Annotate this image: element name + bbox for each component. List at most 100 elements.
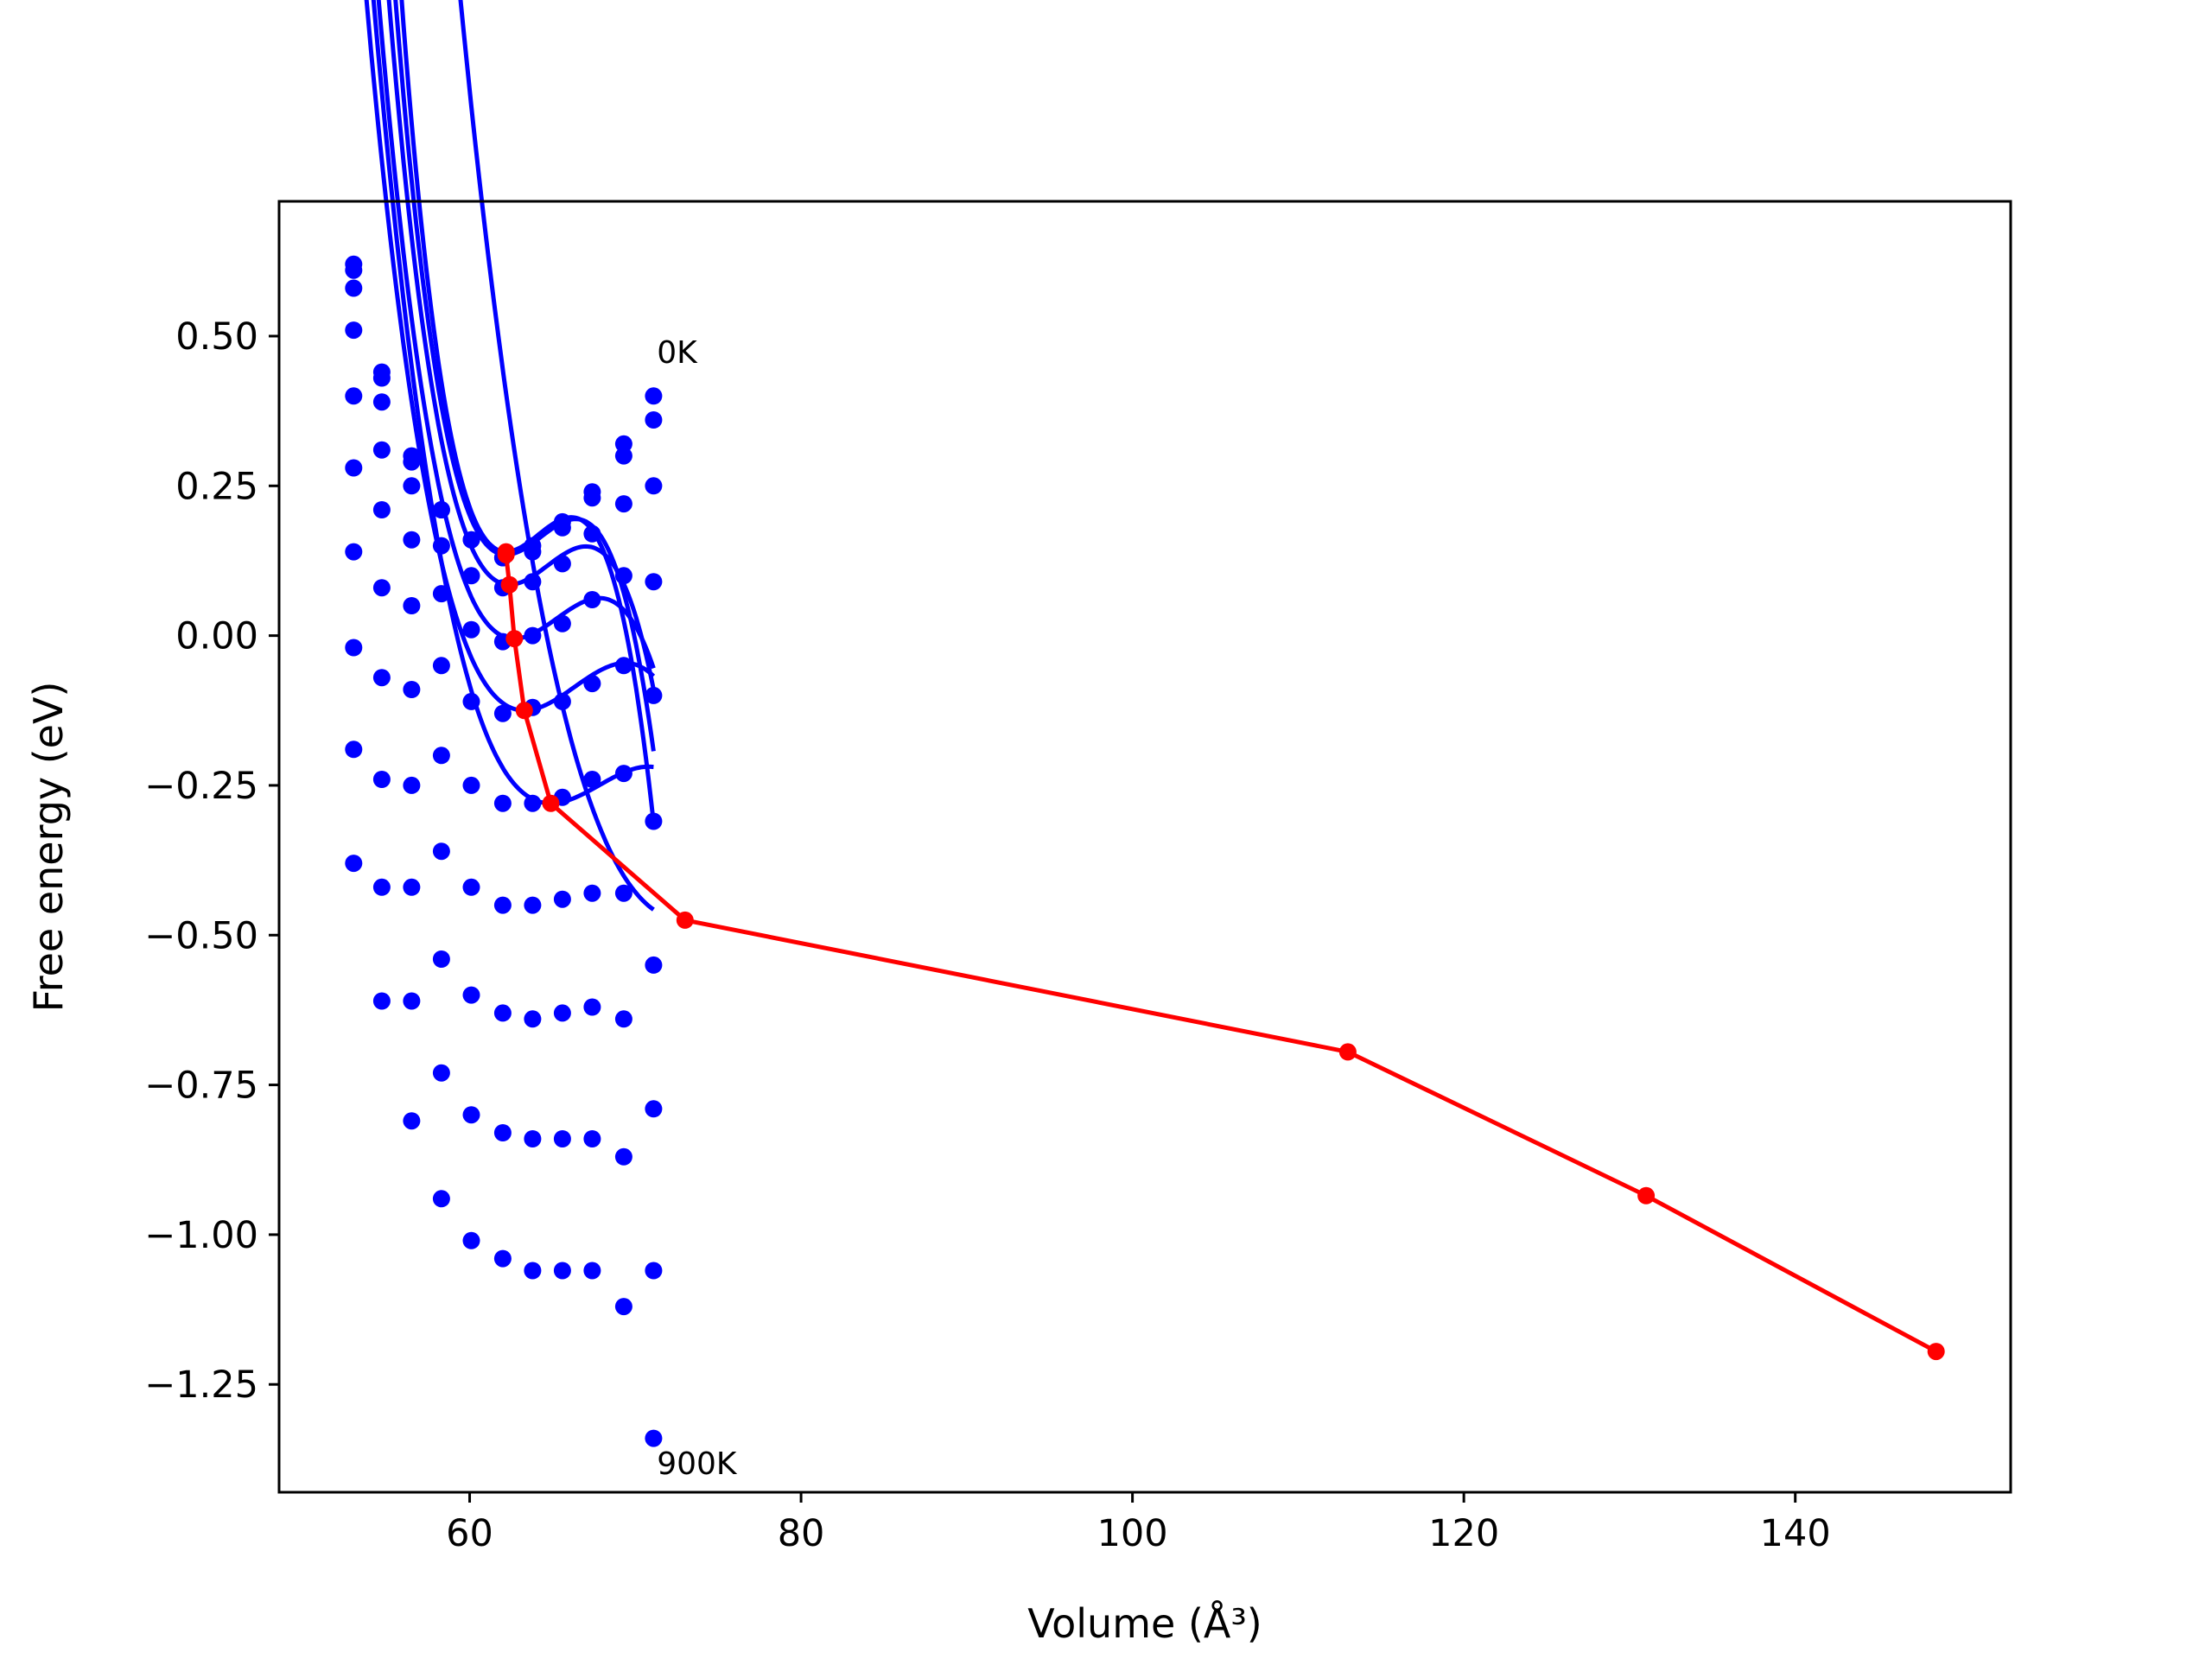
data-point bbox=[524, 1130, 542, 1147]
annotation-label: 900K bbox=[657, 1446, 738, 1482]
data-point bbox=[645, 387, 663, 405]
data-point bbox=[372, 363, 391, 381]
data-point bbox=[345, 321, 363, 340]
data-point bbox=[462, 986, 480, 1004]
minimum-point bbox=[500, 575, 518, 594]
data-point bbox=[403, 531, 421, 549]
series-7 bbox=[345, 639, 663, 1118]
data-point bbox=[372, 501, 391, 518]
data-point bbox=[403, 776, 421, 794]
data-point bbox=[462, 692, 480, 710]
data-point bbox=[432, 537, 450, 555]
minimum-point bbox=[1927, 1343, 1945, 1361]
x-tick-label: 60 bbox=[446, 1512, 493, 1555]
data-point bbox=[524, 1262, 542, 1280]
data-point bbox=[524, 573, 542, 591]
data-point bbox=[345, 279, 363, 297]
labels: Volume (Å³) Free energy (eV) bbox=[25, 682, 1262, 1647]
data-point bbox=[345, 261, 363, 279]
data-point bbox=[493, 794, 512, 812]
y-axis-label: Free energy (eV) bbox=[25, 682, 72, 1013]
series-6 bbox=[345, 543, 663, 974]
data-point bbox=[372, 579, 391, 597]
x-tick-label: 80 bbox=[778, 1512, 825, 1555]
data-point bbox=[614, 567, 632, 585]
data-point bbox=[403, 878, 421, 896]
data-point bbox=[372, 441, 391, 459]
data-point bbox=[493, 1004, 512, 1022]
y-tick-label: 0.00 bbox=[175, 615, 258, 658]
data-point bbox=[645, 1100, 663, 1118]
data-point bbox=[372, 992, 391, 1010]
data-point bbox=[614, 435, 632, 453]
data-point bbox=[614, 657, 632, 675]
x-tick-label: 140 bbox=[1760, 1512, 1831, 1555]
minimum-path-line bbox=[504, 551, 1937, 1354]
data-point bbox=[583, 884, 601, 902]
data-point bbox=[345, 741, 363, 759]
data-point bbox=[403, 992, 421, 1010]
minimum-point bbox=[505, 630, 524, 648]
data-point bbox=[524, 1010, 542, 1028]
minimum-point bbox=[497, 546, 515, 563]
data-point bbox=[614, 1298, 632, 1316]
data-point bbox=[614, 1147, 632, 1166]
data-point bbox=[583, 1262, 601, 1280]
data-point bbox=[403, 447, 421, 465]
y-tick-label: 0.50 bbox=[175, 315, 258, 359]
data-point bbox=[645, 573, 663, 591]
series-3 bbox=[345, 321, 663, 651]
data-point bbox=[493, 896, 512, 914]
data-point bbox=[524, 896, 542, 914]
data-point bbox=[645, 812, 663, 830]
data-point bbox=[645, 477, 663, 495]
data-point bbox=[645, 1262, 663, 1280]
series-4 bbox=[345, 387, 663, 722]
minimum-point bbox=[1338, 1043, 1357, 1061]
data-point bbox=[432, 747, 450, 765]
data-point bbox=[345, 459, 363, 477]
data-point bbox=[432, 585, 450, 603]
data-point bbox=[645, 411, 663, 429]
data-point bbox=[345, 855, 363, 873]
series-9 bbox=[345, 855, 663, 1447]
data-point bbox=[462, 1106, 480, 1124]
data-point bbox=[432, 1190, 450, 1208]
fit-curve-4 bbox=[364, 0, 656, 713]
data-point bbox=[583, 524, 601, 543]
axes-frame bbox=[277, 200, 2012, 1494]
data-point bbox=[553, 692, 571, 710]
data-point bbox=[583, 675, 601, 693]
data-point bbox=[553, 614, 571, 632]
data-point bbox=[583, 489, 601, 507]
data-point bbox=[403, 1112, 421, 1130]
data-point bbox=[524, 626, 542, 645]
y-tick-label: −1.25 bbox=[144, 1363, 258, 1407]
data-point bbox=[462, 1231, 480, 1249]
data-point bbox=[403, 681, 421, 698]
data-point bbox=[345, 387, 363, 405]
data-point bbox=[614, 495, 632, 513]
plot-area: 0K 900K bbox=[345, 0, 1945, 1482]
data-point bbox=[493, 1124, 512, 1141]
y-tick-label: −1.00 bbox=[144, 1214, 258, 1257]
data-point bbox=[372, 393, 391, 411]
y-tick-label: −0.50 bbox=[144, 914, 258, 957]
data-point bbox=[345, 639, 363, 657]
data-point bbox=[614, 884, 632, 902]
data-point bbox=[462, 878, 480, 896]
minimum-point bbox=[1637, 1186, 1656, 1205]
data-point bbox=[432, 842, 450, 861]
data-point bbox=[372, 771, 391, 788]
data-point bbox=[553, 1130, 571, 1147]
data-point bbox=[432, 950, 450, 968]
data-point bbox=[645, 1429, 663, 1447]
data-point bbox=[372, 878, 391, 896]
data-point bbox=[462, 531, 480, 549]
y-tick-label: 0.25 bbox=[175, 465, 258, 508]
data-point bbox=[432, 1064, 450, 1082]
data-point bbox=[553, 518, 571, 537]
minimum-point bbox=[676, 911, 694, 929]
data-point bbox=[583, 771, 601, 788]
